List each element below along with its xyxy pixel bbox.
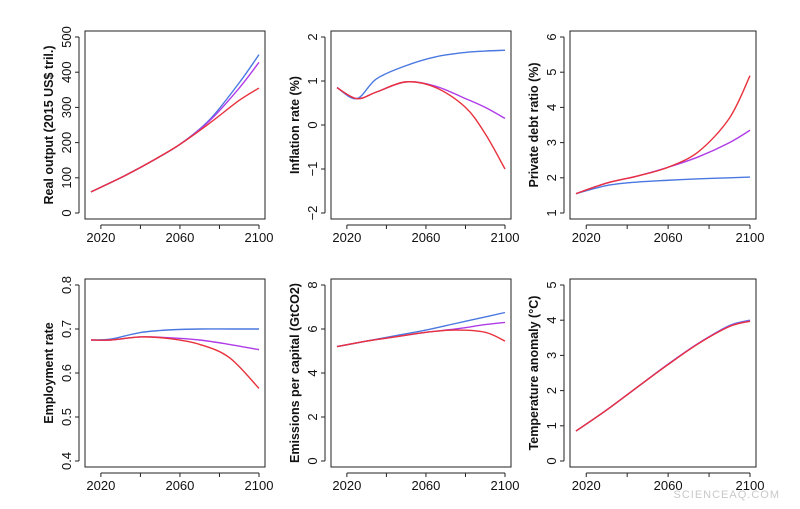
x-tick-label: 2100: [491, 478, 520, 493]
y-tick-label: 0.7: [59, 320, 74, 338]
x-tick-label: 2020: [572, 230, 601, 245]
y-axis-title: Emissions per capital (GtCO2): [288, 283, 302, 463]
y-tick-label: 6: [544, 33, 559, 40]
series-line-1: [336, 49, 506, 100]
y-tick-label: 4: [305, 369, 320, 376]
plot-frame: [330, 278, 512, 468]
series-line-1: [90, 54, 260, 193]
x-tick-label: 2100: [736, 478, 765, 493]
x-tick-label: 2060: [654, 230, 683, 245]
y-axis-title: Real output (2015 US$ tril.): [42, 45, 56, 204]
y-axis-title: Temperature anomaly (°C): [527, 296, 541, 451]
series-line-3: [575, 320, 751, 432]
y-tick-label: −1: [305, 162, 320, 177]
x-tick-label: 2020: [86, 230, 115, 245]
y-tick-label: 5: [544, 69, 559, 76]
y-tick-label: 3: [544, 352, 559, 359]
x-tick-label: 2060: [165, 230, 194, 245]
x-tick-label: 2020: [572, 478, 601, 493]
y-tick-label: 3: [544, 139, 559, 146]
chart-panel-1: 0 100 200 300 400 500 2020 2060 2100 Real output …: [42, 26, 273, 245]
series-line-1: [90, 328, 259, 341]
y-tick-label: 2: [305, 33, 320, 40]
series-line-2: [90, 61, 260, 193]
y-tick-label: 6: [305, 325, 320, 332]
chart-panel-6: 0 1 2 3 4 5 2020 2060 2100 Temperature anomaly (°…: [527, 278, 765, 493]
y-tick-label: 0.8: [59, 276, 74, 294]
y-tick-label: 0: [305, 457, 320, 464]
y-tick-label: 0: [59, 209, 74, 216]
y-tick-label: 400: [59, 61, 74, 83]
x-tick-label: 2060: [411, 230, 440, 245]
x-tick-label: 2020: [86, 478, 115, 493]
y-tick-label: 0: [305, 121, 320, 128]
series-line-3: [90, 336, 260, 389]
plot-frame: [569, 278, 757, 468]
y-tick-label: 1: [305, 77, 320, 84]
x-tick-label: 2020: [332, 478, 361, 493]
y-tick-label: 1: [544, 422, 559, 429]
chart-panel-5: 0 2 4 6 8 2020 2060 2100 Emissions per capital (…: [288, 278, 520, 493]
y-axis-title: Private debt ratio (%): [527, 62, 541, 187]
plot-frame: [330, 30, 512, 220]
y-tick-label: 4: [544, 317, 559, 324]
series-line-3: [336, 81, 506, 170]
series-line-2: [336, 80, 506, 120]
plot-frame: [84, 30, 266, 220]
y-tick-label: 0: [544, 457, 559, 464]
y-tick-label: 0.5: [59, 408, 74, 426]
plot-frame: [84, 278, 266, 468]
series-line-1: [575, 319, 751, 432]
series-line-3: [336, 329, 506, 348]
watermark: SCIENCEAQ.COM: [673, 489, 780, 501]
x-tick-label: 2100: [736, 230, 765, 245]
plot-frame: [569, 30, 757, 220]
x-tick-label: 2100: [491, 230, 520, 245]
y-tick-label: 0.4: [59, 452, 74, 470]
chart-panel-4: 0.4 0.5 0.6 0.7 0.8 2020 2060 2100 Employment ra…: [42, 276, 273, 493]
y-tick-label: −2: [305, 206, 320, 221]
chart-panel-2: −2 −1 0 1 2 2020 2060 2100 Inflation rate (%): [288, 30, 520, 245]
y-tick-label: 1: [544, 209, 559, 216]
chart-panel-3: 1 2 3 4 5 6 2020 2060 2100 Private debt ratio (%): [527, 30, 765, 245]
y-tick-label: 200: [59, 132, 74, 154]
y-tick-label: 100: [59, 167, 74, 189]
y-tick-label: 2: [305, 413, 320, 420]
y-tick-label: 8: [305, 281, 320, 288]
y-tick-label: 300: [59, 97, 74, 119]
series-line-1: [575, 176, 751, 195]
y-tick-label: 4: [544, 104, 559, 111]
y-tick-label: 500: [59, 26, 74, 48]
x-tick-label: 2060: [165, 478, 194, 493]
x-tick-label: 2100: [245, 230, 274, 245]
series-line-2: [336, 321, 506, 348]
y-tick-label: 2: [544, 387, 559, 394]
y-tick-label: 2: [544, 174, 559, 181]
y-axis-title: Employment rate: [42, 322, 56, 423]
x-tick-label: 2020: [332, 230, 361, 245]
y-tick-label: 5: [544, 281, 559, 288]
y-tick-label: 0.6: [59, 364, 74, 382]
x-tick-label: 2060: [654, 478, 683, 493]
y-axis-title: Inflation rate (%): [288, 76, 302, 174]
x-tick-label: 2100: [245, 478, 274, 493]
series-line-3: [90, 87, 260, 193]
x-tick-label: 2060: [411, 478, 440, 493]
series-line-3: [575, 75, 751, 195]
series-line-2: [575, 320, 751, 432]
